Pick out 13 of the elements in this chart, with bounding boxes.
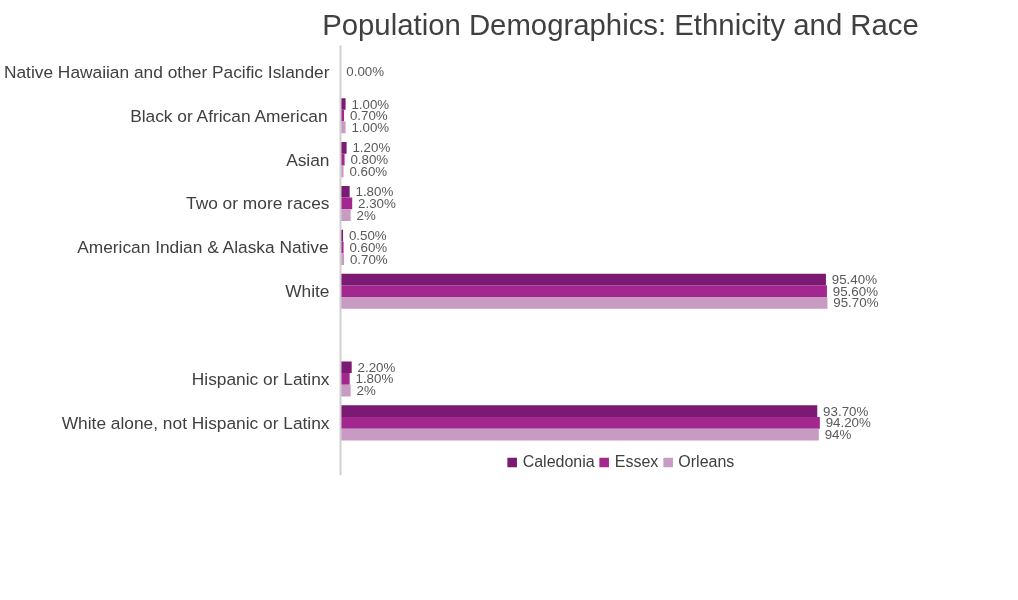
data-label: 0.00%: [346, 64, 385, 80]
legend-label: Caledonia: [522, 453, 595, 471]
y-tick-label: Black or African American: [130, 105, 328, 126]
y-tick-label: Native Hawaiian and other Pacific Islander: [3, 61, 330, 82]
y-tick-label: White: [285, 281, 330, 302]
legend-label: Essex: [614, 453, 659, 471]
legend-label: Orleans: [678, 453, 735, 471]
y-tick-label: Two or more races: [186, 193, 330, 214]
y-tick-label: American Indian & Alaska Native: [77, 237, 329, 258]
chart-title: Population Demographics: Ethnicity and Race: [322, 7, 919, 41]
y-tick-label: White alone, not Hispanic or Latinx: [61, 412, 330, 433]
y-tick-label: Asian: [286, 149, 330, 170]
y-tick-label: Hispanic or Latinx: [191, 368, 330, 389]
